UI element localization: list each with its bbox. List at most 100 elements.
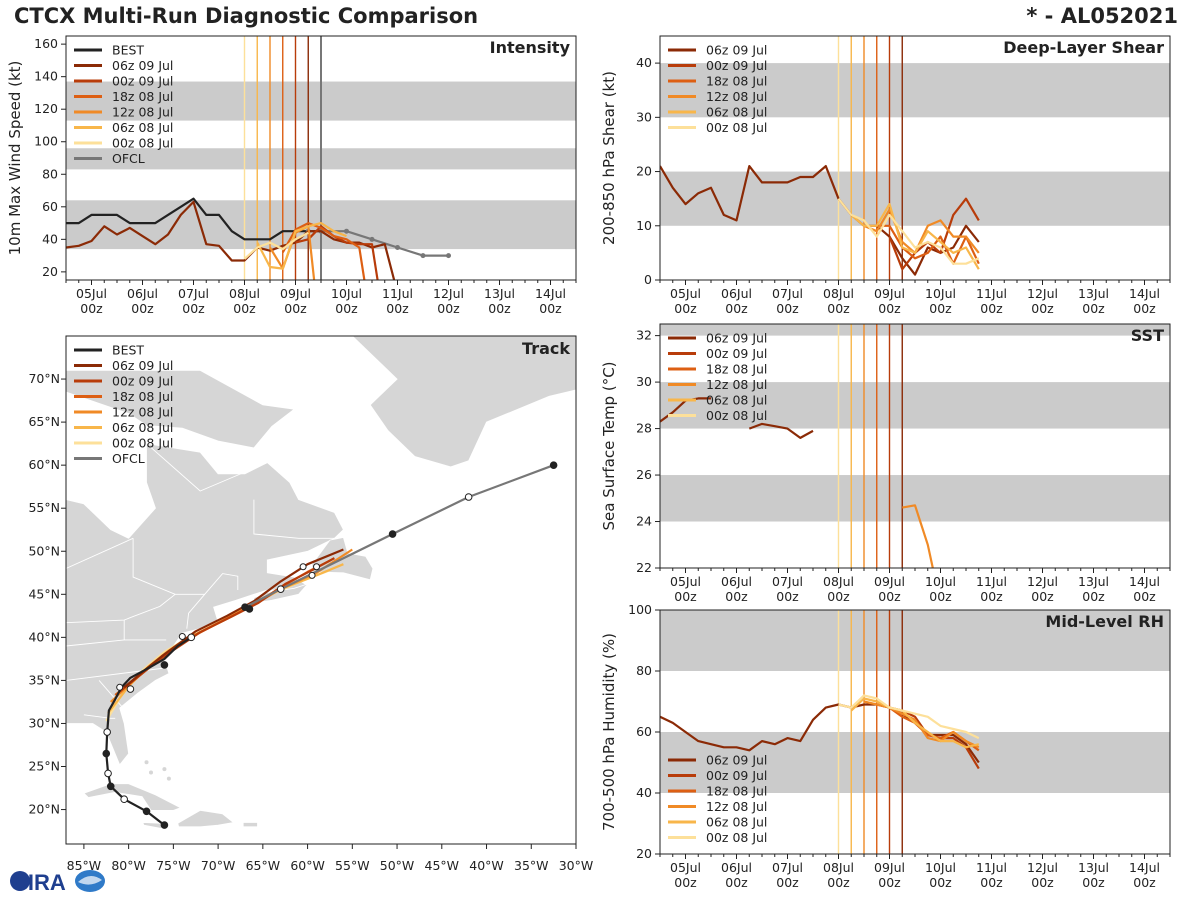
run-track-point	[178, 632, 186, 640]
logo-swirl-highlight	[78, 875, 102, 885]
x-tick-label: 06Jul	[127, 286, 158, 301]
y-tick-label: 20	[636, 846, 652, 861]
y-tick-label: 10	[636, 218, 652, 233]
series-line-12z-08-jul	[902, 504, 934, 568]
land-bahamas	[144, 760, 149, 765]
x-tick-label: 00z	[674, 589, 697, 604]
legend-label-06z-08-jul: 06z 08 Jul	[112, 120, 173, 135]
ofcl-track-point	[464, 493, 473, 501]
x-tick-label: 00z	[827, 875, 850, 890]
x-tick-label: 08Jul	[823, 860, 854, 875]
series-line-06z-08-jul	[850, 203, 980, 270]
logo-globe-shape	[10, 871, 30, 891]
legend-label-06z-09-jul: 06z 09 Jul	[112, 358, 173, 373]
legend-label-best: BEST	[112, 43, 144, 58]
best-track-point	[106, 782, 115, 791]
map-group	[66, 336, 576, 844]
threshold-band	[660, 610, 1170, 671]
series-line-18z-08-jul	[876, 224, 980, 265]
series-line-00z-08-jul	[837, 198, 980, 265]
y-tick-label: 80	[42, 166, 58, 181]
y-tick-label: 22	[636, 560, 652, 575]
series-point-ofcl	[369, 236, 375, 242]
x-tick-label: 12Jul	[1027, 574, 1058, 589]
x-tick-label: 00z	[827, 589, 850, 604]
y-tick-label: 25°N	[28, 759, 60, 774]
legend-label-00z-08-jul: 00z 08 Jul	[706, 408, 767, 423]
x-tick-label: 00z	[725, 875, 748, 890]
legend-label-18z-08-jul: 18z 08 Jul	[112, 89, 173, 104]
x-tick-label: 00z	[725, 589, 748, 604]
run-track-point	[308, 571, 316, 579]
land-bahamas	[162, 767, 167, 772]
x-tick-label: 85°W	[67, 858, 102, 873]
legend-label-ofcl: OFCL	[112, 451, 145, 466]
y-axis-label: 700-500 hPa Humidity (%)	[600, 633, 618, 831]
best-track-point	[103, 728, 111, 736]
series-line-00z-08-jul	[838, 694, 980, 740]
x-tick-label: 10Jul	[925, 860, 956, 875]
y-tick-label: 140	[34, 69, 58, 84]
x-tick-label: 11Jul	[976, 860, 1007, 875]
x-tick-label: 00z	[1133, 589, 1156, 604]
threshold-band	[660, 475, 1170, 522]
x-tick-label: 06Jul	[721, 574, 752, 589]
threshold-band	[660, 324, 1170, 336]
series-line-06z-08-jul	[850, 697, 980, 749]
panel-sst: 22242628303205Jul00z06Jul00z07Jul00z08Ju…	[600, 323, 1171, 604]
x-tick-label: 55°W	[335, 858, 370, 873]
border-line	[66, 667, 169, 681]
x-tick-label: 00z	[386, 301, 409, 316]
panel-track: 85°W 80°W 75°W 70°W 65°W 60°W 55°W 50°W 45°W 40°W…	[28, 335, 593, 873]
x-tick-label: 00z	[131, 301, 154, 316]
x-tick-label: 00z	[980, 875, 1003, 890]
series-line-00z-08-jul	[243, 231, 309, 260]
y-tick-label: 20°N	[28, 802, 60, 817]
y-tick-label: 30	[636, 109, 652, 124]
y-axis-label: Sea Surface Temp (°C)	[600, 361, 618, 530]
legend-label-06z-08-jul: 06z 08 Jul	[706, 815, 767, 830]
border-line	[146, 443, 268, 492]
panel-shear: 01020304005Jul00z06Jul00z07Jul00z08Jul00…	[600, 35, 1171, 316]
panel-rh: 2040608010005Jul00z06Jul00z07Jul00z08Jul…	[600, 602, 1171, 890]
x-tick-label: 09Jul	[280, 286, 311, 301]
x-tick-label: 00z	[827, 301, 850, 316]
x-tick-label: 05Jul	[76, 286, 107, 301]
x-tick-label: 12Jul	[1027, 286, 1058, 301]
y-tick-label: 80	[636, 663, 652, 678]
legend-label-18z-08-jul: 18z 08 Jul	[112, 389, 173, 404]
threshold-band	[660, 382, 1170, 429]
x-tick-label: 60°W	[290, 858, 325, 873]
ofcl-track-point	[276, 585, 285, 593]
x-tick-label: 07Jul	[772, 286, 803, 301]
x-tick-label: 00z	[335, 301, 358, 316]
y-tick-label: 120	[34, 101, 58, 116]
x-tick-label: 00z	[488, 301, 511, 316]
series-line-06z-08-jul	[256, 222, 347, 270]
panel-title: Track	[522, 339, 570, 358]
y-tick-label: 40	[636, 785, 652, 800]
x-tick-label: 09Jul	[874, 860, 905, 875]
x-tick-label: 07Jul	[178, 286, 209, 301]
border-line	[132, 538, 176, 595]
x-tick-label: 65°W	[246, 858, 281, 873]
legend-label-12z-08-jul: 12z 08 Jul	[706, 799, 767, 814]
track-line-best	[105, 636, 192, 826]
x-tick-label: 05Jul	[670, 574, 701, 589]
x-tick-label: 13Jul	[484, 286, 515, 301]
series-line-00z-09-jul	[888, 197, 980, 271]
series-point-ofcl	[420, 253, 426, 259]
x-tick-label: 00z	[929, 301, 952, 316]
threshold-band	[660, 63, 1170, 118]
x-tick-label: 09Jul	[874, 574, 905, 589]
x-tick-label: 70°W	[201, 858, 236, 873]
y-tick-label: 40	[636, 55, 652, 70]
x-tick-label: 00z	[80, 301, 103, 316]
y-tick-label: 65°N	[28, 414, 60, 429]
x-tick-label: 10Jul	[925, 574, 956, 589]
storm-id: * - AL052021	[1026, 4, 1178, 28]
legend-label-12z-08-jul: 12z 08 Jul	[706, 377, 767, 392]
x-tick-label: 12Jul	[433, 286, 464, 301]
x-tick-label: 13Jul	[1078, 860, 1109, 875]
legend-label-00z-09-jul: 00z 09 Jul	[706, 58, 767, 73]
